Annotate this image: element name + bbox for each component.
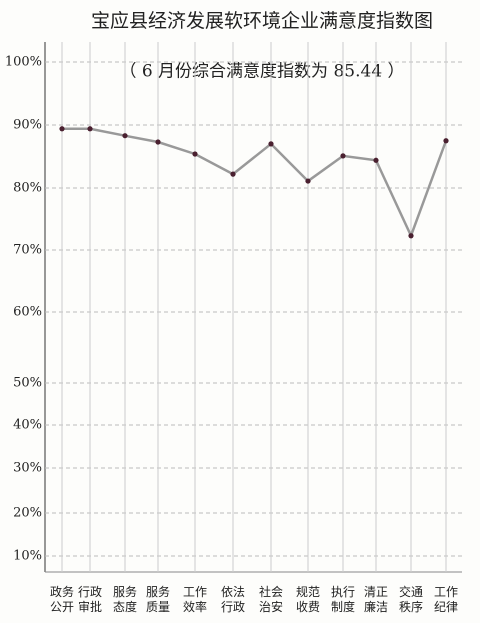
y-tick-label: 40% xyxy=(13,418,42,433)
x-tick-label: 服务态度 xyxy=(112,585,137,614)
x-tick-label: 清正廉洁 xyxy=(363,585,388,614)
x-tick-label: 工作纪律 xyxy=(433,585,458,614)
data-point xyxy=(230,171,236,177)
data-point xyxy=(305,178,311,184)
x-tick-label: 服务质量 xyxy=(145,585,170,614)
chart-subtitle: （ 6 月份综合满意度指数为 85.44 ） xyxy=(119,62,404,82)
chart-title: 宝应县经济发展软环境企业满意度指数图 xyxy=(91,10,433,32)
y-tick-label: 30% xyxy=(13,461,42,476)
data-point xyxy=(443,138,449,144)
y-tick-label: 50% xyxy=(13,376,42,391)
y-tick-label: 90% xyxy=(13,118,42,133)
data-point xyxy=(59,126,65,132)
y-tick-label: 20% xyxy=(13,506,42,521)
x-tick-label: 行政审批 xyxy=(77,585,102,614)
y-tick-label: 10% xyxy=(13,549,42,564)
x-tick-label: 规范收费 xyxy=(295,585,320,614)
x-tick-label: 工作效率 xyxy=(182,585,207,614)
x-tick-label: 社会治安 xyxy=(258,585,283,614)
x-tick-label: 政务公开 xyxy=(49,585,74,614)
data-point xyxy=(408,233,414,239)
data-point xyxy=(340,153,346,159)
y-tick-label: 80% xyxy=(13,181,42,196)
y-tick-label: 60% xyxy=(13,305,42,320)
data-point xyxy=(192,151,198,157)
series-line xyxy=(62,127,448,239)
data-point xyxy=(268,141,274,147)
y-tick-label: 100% xyxy=(5,55,42,70)
data-point xyxy=(122,133,128,139)
data-point xyxy=(155,139,161,145)
x-tick-label: 执行制度 xyxy=(330,585,355,614)
y-tick-label: 70% xyxy=(13,243,42,258)
data-point xyxy=(373,157,379,163)
x-tick-label: 交通秩序 xyxy=(398,585,423,614)
x-tick-label: 依法行政 xyxy=(220,585,245,614)
data-point xyxy=(87,126,93,132)
